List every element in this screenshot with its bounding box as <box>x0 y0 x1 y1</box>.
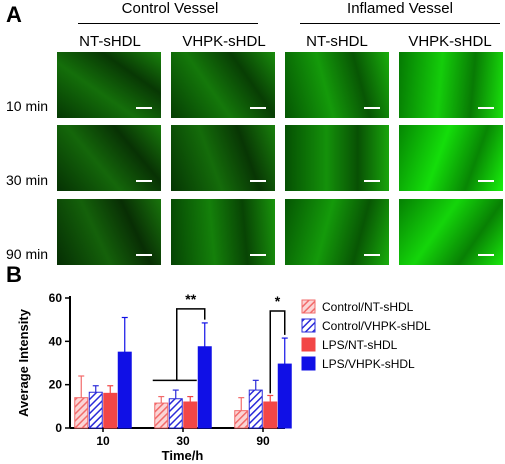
y-tick-label: 20 <box>49 378 63 392</box>
significance-bracket <box>269 310 286 394</box>
scale-bar <box>250 107 266 109</box>
micrograph-tile <box>171 125 275 191</box>
micrograph-tile <box>57 125 161 191</box>
y-tick-label: 0 <box>55 421 62 435</box>
legend-swatch <box>301 337 316 352</box>
micrograph-tile <box>399 199 503 265</box>
col-label-control-vhpk: VHPK-sHDL <box>182 33 266 50</box>
significance-label: ** <box>185 291 196 307</box>
scale-bar <box>250 180 266 182</box>
micrograph-tile <box>399 125 503 191</box>
micrograph-tile <box>285 125 389 191</box>
scale-bar <box>364 107 380 109</box>
col-label-inflamed-nt: NT-sHDL <box>306 33 368 50</box>
x-tick-label: 10 <box>96 434 110 448</box>
x-tick-label: 30 <box>176 434 190 448</box>
micrograph-tile <box>285 199 389 265</box>
bar <box>88 391 103 429</box>
y-tick-label: 60 <box>49 291 63 305</box>
bar <box>234 410 249 429</box>
scale-bar <box>478 180 494 182</box>
bar <box>154 402 169 429</box>
panel-b-letter: B <box>6 262 22 287</box>
legend-swatch <box>301 299 316 314</box>
panel-a-letter: A <box>6 2 22 27</box>
micrograph-tile <box>399 52 503 118</box>
legend-swatch <box>301 318 316 333</box>
x-axis-label: Time/h <box>162 448 204 463</box>
scale-bar <box>478 254 494 256</box>
bar <box>103 392 118 429</box>
bar <box>117 351 132 429</box>
scale-bar <box>136 180 152 182</box>
col-label-control-nt: NT-sHDL <box>79 33 141 50</box>
legend-label: Control/NT-sHDL <box>322 300 414 314</box>
group-title-control: Control Vessel <box>121 0 219 17</box>
significance-bracket <box>176 308 206 381</box>
micrograph-tile <box>285 52 389 118</box>
scale-bar <box>136 107 152 109</box>
row-label-90min: 90 min <box>6 246 49 262</box>
legend-swatch <box>301 356 316 371</box>
x-tick-label: 90 <box>256 434 270 448</box>
bar <box>168 398 183 429</box>
scale-bar <box>364 180 380 182</box>
scale-bar <box>250 254 266 256</box>
row-label-10min: 10 min <box>6 98 49 114</box>
legend-label: LPS/VHPK-sHDL <box>322 357 415 371</box>
col-label-inflamed-vhpk: VHPK-sHDL <box>408 33 492 50</box>
bar <box>263 401 278 429</box>
micrograph-tile <box>171 52 275 118</box>
micrograph-tile <box>57 199 161 265</box>
bar <box>277 363 292 429</box>
y-tick-label: 40 <box>49 334 63 348</box>
row-label-30min: 30 min <box>6 172 49 188</box>
bar <box>248 389 263 429</box>
scale-bar <box>364 254 380 256</box>
scale-bar <box>136 254 152 256</box>
significance-label: * <box>275 293 281 309</box>
y-axis-label: Average Intensity <box>16 308 31 417</box>
group-title-inflamed: Inflamed Vessel <box>347 0 453 17</box>
group-line-inflamed <box>300 23 500 24</box>
bar <box>74 397 89 429</box>
legend-label: LPS/NT-sHDL <box>322 338 398 352</box>
bar <box>197 346 212 429</box>
legend-label: Control/VHPK-sHDL <box>322 319 431 333</box>
group-line-control <box>78 23 258 24</box>
scale-bar <box>478 107 494 109</box>
bar <box>183 401 198 429</box>
micrograph-tile <box>57 52 161 118</box>
micrograph-tile <box>171 199 275 265</box>
